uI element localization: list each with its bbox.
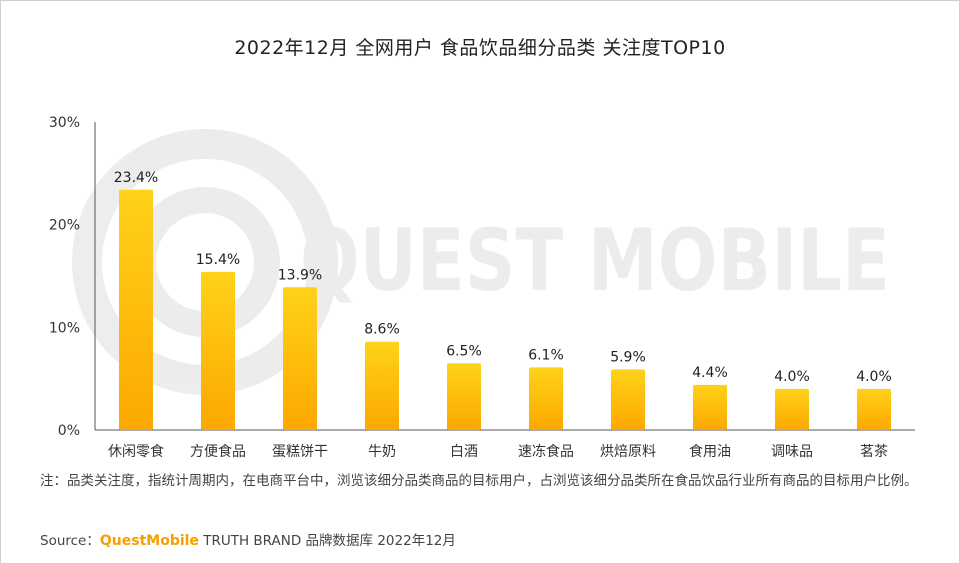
y-tick-label: 0% [58, 423, 80, 439]
data-label: 13.9% [278, 267, 322, 283]
y-tick-labels: 0% 10% 20% 30% [49, 115, 80, 439]
bar [529, 367, 563, 430]
data-label: 4.0% [856, 369, 892, 385]
chart-title: 2022年12月 全网用户 食品饮品细分品类 关注度TOP10 [234, 37, 726, 59]
x-tick-label: 白酒 [450, 444, 478, 460]
x-tick-label: 调味品 [771, 444, 813, 460]
source-rest: TRUTH BRAND 品牌数据库 2022年12月 [198, 533, 456, 549]
y-tick-label: 10% [49, 320, 80, 336]
bar [857, 388, 891, 430]
x-tick-label: 休闲零食 [108, 443, 164, 460]
data-label: 6.5% [446, 343, 482, 359]
watermark: QUEST MOBILE [72, 129, 890, 395]
bar [365, 341, 399, 430]
x-tick-label: 速冻食品 [518, 443, 574, 460]
source-prefix: Source： [40, 533, 100, 549]
x-tick-label: 烘焙原料 [600, 444, 656, 460]
bar [119, 189, 153, 430]
bar [283, 287, 317, 430]
bar [201, 271, 235, 430]
x-tick-label: 食用油 [689, 443, 731, 460]
data-label: 4.0% [774, 369, 810, 385]
bar-chart: QUEST MOBILE 0% 10% 20% 30% 23.4% 15.4% 13.9%… [49, 115, 915, 460]
y-tick-label: 20% [49, 218, 80, 234]
data-label: 15.4% [196, 252, 240, 268]
data-labels: 23.4% 15.4% 13.9% 8.6% 6.5% 6.1% 5.9% 4.4% 4.0% 4… [114, 170, 892, 385]
bar [611, 369, 645, 430]
x-tick-label: 蛋糕饼干 [272, 444, 328, 460]
footnote: 注：品类关注度，指统计周期内，在电商平台中，浏览该细分品类商品的目标用户，占浏览… [40, 473, 918, 489]
bars [119, 189, 891, 430]
bar [775, 388, 809, 430]
data-label: 5.9% [610, 349, 646, 365]
data-label: 23.4% [114, 170, 158, 186]
x-tick-label: 牛奶 [368, 444, 396, 460]
watermark-text: QUEST MOBILE [300, 211, 890, 311]
data-label: 6.1% [528, 347, 564, 363]
source-line: Source：QuestMobile TRUTH BRAND 品牌数据库 202… [40, 529, 456, 549]
source-brand: QuestMobile [99, 533, 199, 549]
data-label: 4.4% [692, 365, 728, 381]
data-label: 8.6% [364, 322, 400, 338]
bar [447, 363, 481, 430]
y-tick-label: 30% [49, 115, 80, 131]
x-tick-label: 方便食品 [190, 443, 246, 460]
x-tick-label: 茗茶 [860, 444, 888, 460]
bar [693, 384, 727, 430]
x-tick-labels: 休闲零食 方便食品 蛋糕饼干 牛奶 白酒 速冻食品 烘焙原料 食用油 调味品 茗茶 [108, 443, 888, 460]
